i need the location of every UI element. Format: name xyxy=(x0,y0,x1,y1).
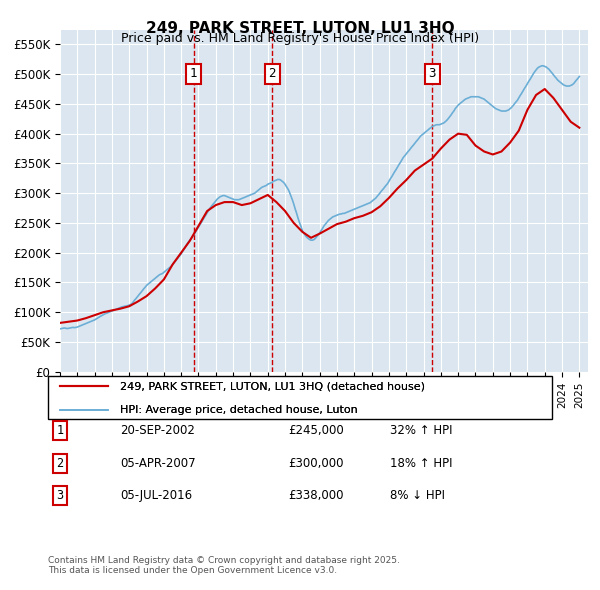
Text: 3: 3 xyxy=(428,67,436,80)
Text: £245,000: £245,000 xyxy=(288,424,344,437)
Text: 32% ↑ HPI: 32% ↑ HPI xyxy=(390,424,452,437)
Text: 249, PARK STREET, LUTON, LU1 3HQ (detached house): 249, PARK STREET, LUTON, LU1 3HQ (detach… xyxy=(120,382,425,391)
Text: Contains HM Land Registry data © Crown copyright and database right 2025.
This d: Contains HM Land Registry data © Crown c… xyxy=(48,556,400,575)
Text: 1: 1 xyxy=(56,424,64,437)
Text: 20-SEP-2002: 20-SEP-2002 xyxy=(120,424,195,437)
Text: HPI: Average price, detached house, Luton: HPI: Average price, detached house, Luto… xyxy=(120,405,358,415)
Text: 249, PARK STREET, LUTON, LU1 3HQ (detached house): 249, PARK STREET, LUTON, LU1 3HQ (detach… xyxy=(120,382,425,391)
Text: £300,000: £300,000 xyxy=(288,457,343,470)
Text: 249, PARK STREET, LUTON, LU1 3HQ: 249, PARK STREET, LUTON, LU1 3HQ xyxy=(146,21,454,35)
Text: 05-JUL-2016: 05-JUL-2016 xyxy=(120,489,192,502)
Text: 05-APR-2007: 05-APR-2007 xyxy=(120,457,196,470)
Text: 3: 3 xyxy=(56,489,64,502)
Text: HPI: Average price, detached house, Luton: HPI: Average price, detached house, Luto… xyxy=(120,405,358,415)
Text: 8% ↓ HPI: 8% ↓ HPI xyxy=(390,489,445,502)
Text: 18% ↑ HPI: 18% ↑ HPI xyxy=(390,457,452,470)
Text: 2: 2 xyxy=(56,457,64,470)
Text: 1: 1 xyxy=(190,67,197,80)
Text: £338,000: £338,000 xyxy=(288,489,343,502)
Text: 2: 2 xyxy=(268,67,276,80)
Text: Price paid vs. HM Land Registry's House Price Index (HPI): Price paid vs. HM Land Registry's House … xyxy=(121,32,479,45)
